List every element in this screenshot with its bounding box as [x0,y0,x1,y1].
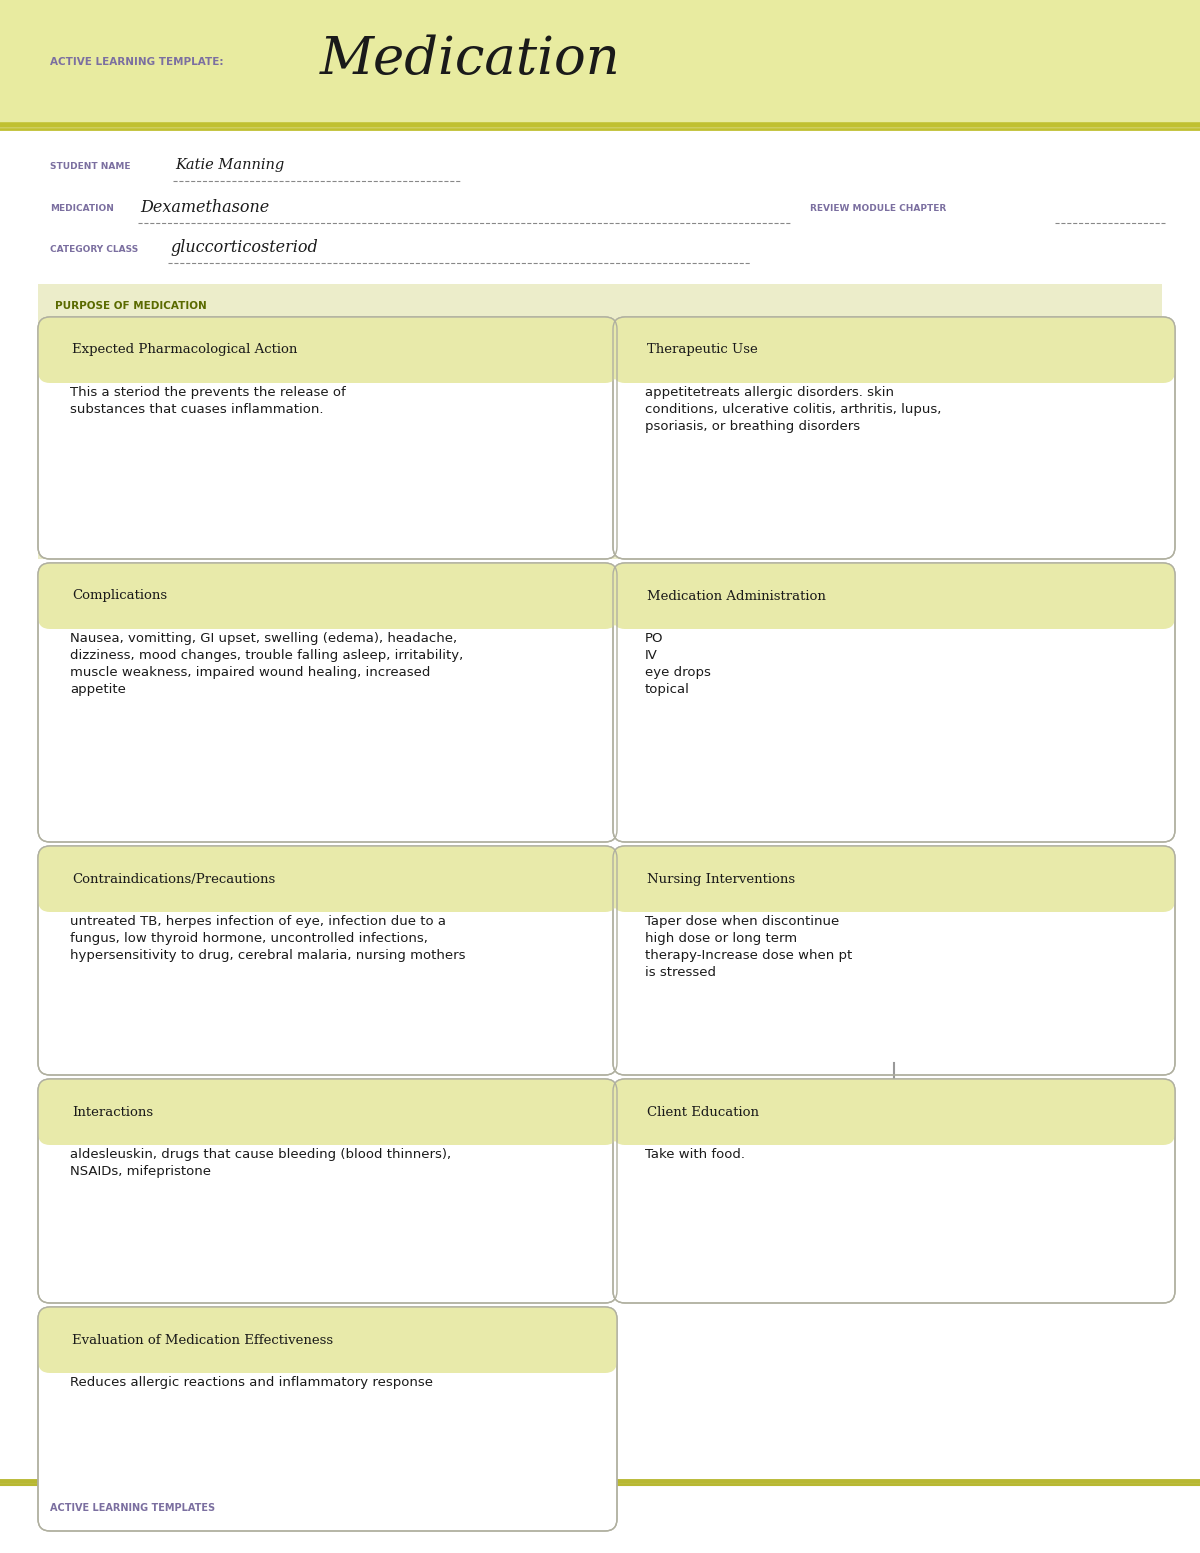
Text: Contraindications/Precautions: Contraindications/Precautions [72,873,275,885]
Bar [626,877,1162,901]
Text: Take with food.: Take with food. [646,1148,745,1162]
Text: This a steriod the prevents the release of
substances that cuases inflammation.: This a steriod the prevents the release … [70,387,346,416]
Text: ACTIVE LEARNING TEMPLATE:: ACTIVE LEARNING TEMPLATE: [50,57,223,67]
FancyBboxPatch shape [613,564,1175,629]
FancyBboxPatch shape [613,1079,1175,1303]
Text: Reduces allergic reactions and inflammatory response: Reduces allergic reactions and inflammat… [70,1376,433,1388]
Text: Medication Administration: Medication Administration [647,590,826,603]
Bar [0,0,1200,124]
Text: ACTIVE LEARNING TEMPLATES: ACTIVE LEARNING TEMPLATES [50,1503,215,1513]
Text: Complications: Complications [72,590,167,603]
FancyBboxPatch shape [38,1308,617,1531]
FancyBboxPatch shape [38,846,617,912]
FancyBboxPatch shape [613,564,1175,842]
Text: Evaluation of Medication Effectiveness: Evaluation of Medication Effectiveness [72,1334,334,1346]
Text: Dexamethasone: Dexamethasone [140,199,269,216]
Bar [626,593,1162,617]
FancyBboxPatch shape [38,317,617,384]
FancyBboxPatch shape [613,317,1175,559]
Text: Client Education: Client Education [647,1106,760,1118]
FancyBboxPatch shape [38,564,617,842]
FancyBboxPatch shape [613,1079,1175,1145]
FancyBboxPatch shape [38,1079,617,1145]
Text: Taper dose when discontinue
high dose or long term
therapy-Increase dose when pt: Taper dose when discontinue high dose or… [646,915,852,978]
Bar [50,1110,604,1134]
Text: Interactions: Interactions [72,1106,154,1118]
Text: PO
IV
eye drops
topical: PO IV eye drops topical [646,632,710,696]
FancyBboxPatch shape [613,317,1175,384]
Text: aldesleuskin, drugs that cause bleeding (blood thinners),
NSAIDs, mifepristone: aldesleuskin, drugs that cause bleeding … [70,1148,451,1179]
Text: appetitetreats allergic disorders. skin
conditions, ulcerative colitis, arthriti: appetitetreats allergic disorders. skin … [646,387,941,433]
FancyBboxPatch shape [38,1308,617,1373]
FancyBboxPatch shape [38,846,617,1075]
Text: Katie Manning: Katie Manning [175,158,284,172]
Bar [50,593,604,617]
Text: Medication: Medication [320,34,620,85]
Bar [50,877,604,901]
Text: Nursing Interventions: Nursing Interventions [647,873,796,885]
Bar [626,1110,1162,1134]
FancyBboxPatch shape [38,564,617,629]
Text: STUDENT NAME: STUDENT NAME [50,163,131,171]
Text: Nausea, vomitting, GI upset, swelling (edema), headache,
dizziness, mood changes: Nausea, vomitting, GI upset, swelling (e… [70,632,463,696]
Bar [50,348,604,371]
Text: Expected Pharmacological Action: Expected Pharmacological Action [72,343,298,357]
FancyBboxPatch shape [38,1079,617,1303]
FancyBboxPatch shape [613,846,1175,912]
Text: MEDICATION: MEDICATION [50,205,114,213]
Text: CATEGORY CLASS: CATEGORY CLASS [50,244,138,253]
Text: untreated TB, herpes infection of eye, infection due to a
fungus, low thyroid ho: untreated TB, herpes infection of eye, i… [70,915,466,961]
Bar [626,348,1162,371]
FancyBboxPatch shape [613,846,1175,1075]
Bar [38,284,1162,559]
Text: REVIEW MODULE CHAPTER: REVIEW MODULE CHAPTER [810,205,947,213]
FancyBboxPatch shape [38,317,617,559]
Bar [50,1337,604,1360]
Text: gluccorticosteriod: gluccorticosteriod [170,239,318,256]
Text: Therapeutic Use: Therapeutic Use [647,343,757,357]
Text: PURPOSE OF MEDICATION: PURPOSE OF MEDICATION [55,301,206,311]
